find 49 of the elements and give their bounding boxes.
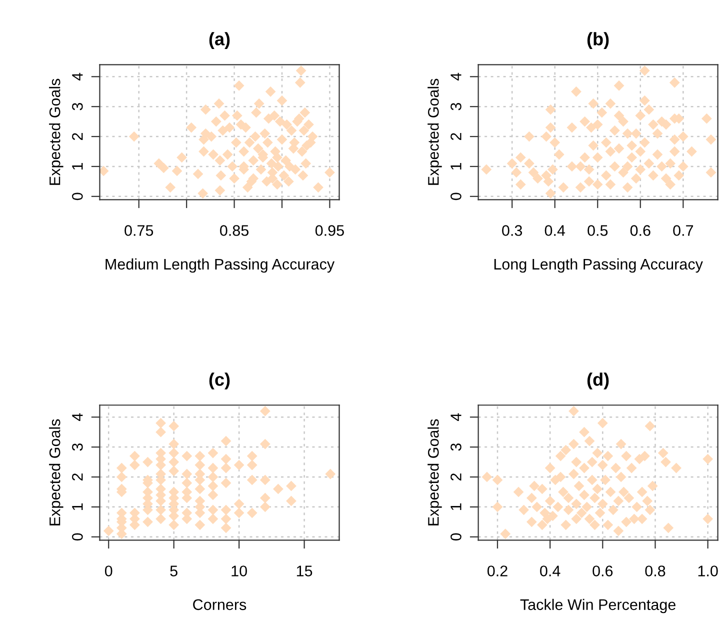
x-tick-label: 0.75 (124, 225, 154, 236)
y-axis-title: Expected Goals (428, 419, 442, 526)
x-tick-label: 1.0 (698, 566, 718, 576)
y-axis-title: Expected Goals (49, 419, 64, 526)
y-tick-label: 4 (72, 72, 83, 81)
x-tick-label: 0.3 (502, 225, 522, 236)
x-tick-label: 0.2 (487, 566, 508, 576)
x-tick-label: 0.7 (673, 225, 694, 236)
x-tick-label: 0.5 (588, 225, 608, 236)
x-tick-label: 15 (296, 566, 312, 576)
x-axis-title: Medium Length Passing Accuracy (106, 258, 335, 273)
x-tick-label: 10 (232, 566, 247, 576)
y-tick-label: 1 (72, 503, 83, 510)
y-axis-title: Expected Goals (49, 78, 64, 185)
y-tick-label: 1 (72, 162, 83, 170)
x-axis-title: Corners (193, 599, 246, 610)
chart-title: (d) (587, 372, 609, 390)
y-tick-label: 4 (450, 413, 462, 421)
x-axis-title: Tackle Win Percentage (520, 598, 676, 614)
y-tick-label: 3 (450, 103, 462, 110)
y-tick-label: 0 (450, 192, 462, 200)
y-tick-label: 3 (72, 103, 83, 110)
chart-title: (b) (587, 32, 609, 49)
x-tick-label: 0 (104, 566, 112, 576)
y-axis-title: Expected Goals (428, 78, 442, 185)
y-tick-label: 2 (72, 133, 83, 140)
y-tick-label: 2 (450, 133, 462, 140)
x-tick-label: 0.8 (645, 566, 666, 576)
x-tick-label: 0.6 (592, 566, 613, 576)
y-tick-label: 2 (72, 474, 83, 480)
y-tick-label: 4 (72, 413, 83, 421)
x-tick-label: 0.6 (630, 225, 650, 236)
y-tick-label: 0 (72, 192, 83, 200)
y-tick-label: 0 (72, 533, 83, 541)
x-tick-label: 0.95 (315, 225, 344, 236)
y-tick-label: 3 (450, 443, 462, 451)
y-tick-label: 1 (450, 503, 462, 510)
y-tick-label: 0 (450, 533, 462, 541)
x-tick-label: 0.85 (220, 225, 249, 236)
x-tick-label: 5 (170, 566, 178, 576)
x-axis-title: Long Length Passing Accuracy (494, 258, 703, 273)
x-tick-label: 0.4 (540, 566, 560, 576)
y-tick-label: 1 (450, 162, 462, 170)
y-tick-label: 2 (450, 474, 462, 480)
x-tick-label: 0.4 (544, 225, 566, 236)
y-tick-label: 3 (72, 443, 83, 451)
chart-title: (a) (209, 32, 230, 49)
y-tick-label: 4 (450, 72, 462, 81)
chart-title: (c) (209, 372, 230, 390)
